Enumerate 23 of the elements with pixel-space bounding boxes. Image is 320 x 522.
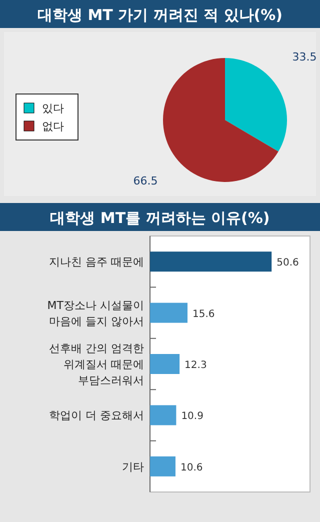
y-tick-label: 지나친 음주 때문에 [49,256,144,269]
pie-slice [225,58,287,152]
data-label: 33.5 [292,50,317,64]
chart-title: 대학생 MT 가기 꺼려진 적 있나(%) [37,6,283,24]
legend-label: 없다 [42,120,64,133]
data-label: 66.5 [133,174,158,188]
data-label: 10.6 [180,462,203,474]
data-label: 15.6 [192,308,215,320]
pie-slice [163,58,278,182]
y-tick-label: MT장소나 시설물이 마음에 들지 않아서 [47,298,144,328]
data-label: 50.6 [276,258,299,269]
bar [150,252,272,272]
y-tick-label: 학업이 더 중요해서 [49,409,144,422]
chart-title: 대학생 MT를 꺼려하는 이유(%) [50,209,270,227]
y-tick-label: 선후배 간의 엄격한 위계질서 때문에 부담스러워서 [49,342,144,387]
bar [150,354,180,374]
data-label: 12.3 [184,360,207,371]
bar [150,302,188,323]
bar [150,456,176,476]
bar [150,405,176,426]
data-label: 10.9 [181,411,204,422]
y-tick-label: 기타 [122,460,144,474]
legend-label: 있다 [42,102,64,115]
